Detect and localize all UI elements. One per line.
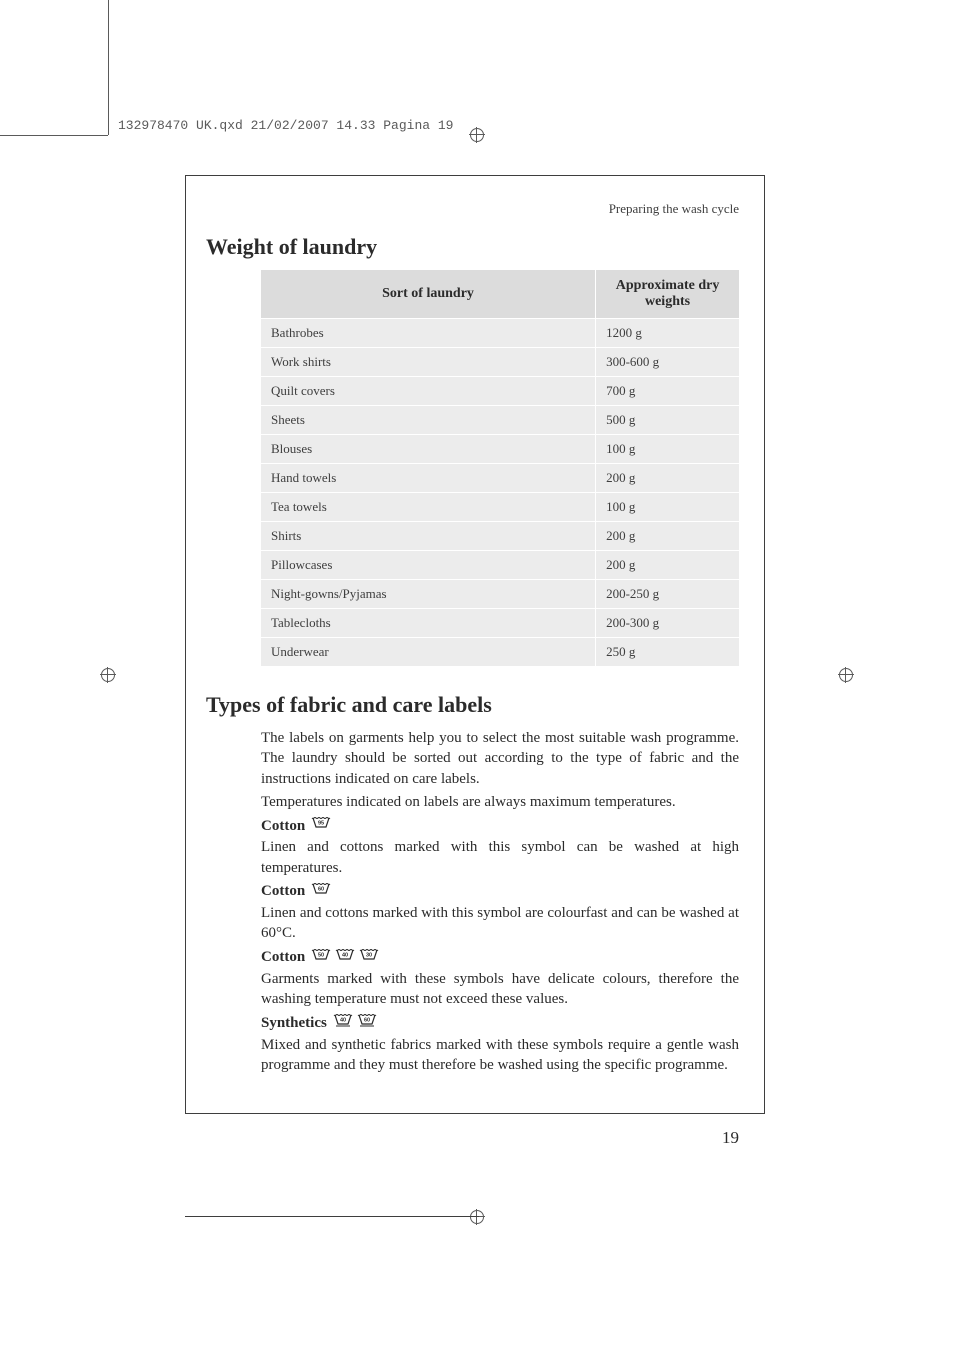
section-title-weight: Weight of laundry: [186, 229, 764, 270]
table-row: Shirts200 g: [261, 522, 739, 551]
table-row: Night-gowns/Pyjamas200-250 g: [261, 580, 739, 609]
laundry-weight: 500 g: [596, 406, 739, 435]
page-number: 19: [722, 1128, 739, 1148]
laundry-weight: 200 g: [596, 551, 739, 580]
laundry-weight: 300-600 g: [596, 348, 739, 377]
crop-mark: [108, 0, 109, 135]
table-row: Sheets500 g: [261, 406, 739, 435]
table-row: Quilt covers700 g: [261, 377, 739, 406]
laundry-item: Underwear: [261, 638, 596, 667]
fabric-paragraph: Synthetics 40 60 Mixed and synthetic fab…: [261, 1012, 739, 1075]
laundry-item: Blouses: [261, 435, 596, 464]
wash-tub-icon: 95: [310, 815, 332, 837]
crop-mark: [839, 668, 853, 682]
intro-paragraph: The labels on garments help you to selec…: [261, 728, 739, 789]
svg-text:40: 40: [340, 1018, 346, 1024]
fabric-paragraph: Cotton 95 Linen and cottons marked with …: [261, 815, 739, 878]
fabric-label: Cotton: [261, 883, 305, 899]
wash-tub-icon: 60: [310, 881, 332, 903]
table-row: Work shirts300-600 g: [261, 348, 739, 377]
svg-text:50: 50: [318, 952, 324, 958]
table-row: Bathrobes1200 g: [261, 319, 739, 348]
fabric-description: Linen and cottons marked with this symbo…: [261, 839, 739, 875]
laundry-weight: 200-250 g: [596, 580, 739, 609]
svg-text:60: 60: [318, 886, 324, 892]
laundry-weight: 100 g: [596, 435, 739, 464]
svg-text:95: 95: [318, 821, 324, 827]
table-header-sort: Sort of laundry: [261, 270, 596, 319]
laundry-item: Sheets: [261, 406, 596, 435]
wash-tub-icon: 30: [358, 947, 380, 969]
laundry-item: Quilt covers: [261, 377, 596, 406]
table-row: Underwear250 g: [261, 638, 739, 667]
svg-text:60: 60: [364, 1018, 370, 1024]
laundry-weight-table: Sort of laundry Approximate dry weights …: [261, 270, 739, 667]
laundry-weight: 200 g: [596, 522, 739, 551]
table-row: Blouses100 g: [261, 435, 739, 464]
fabric-description: Mixed and synthetic fabrics marked with …: [261, 1037, 739, 1073]
laundry-weight: 200-300 g: [596, 609, 739, 638]
table-row: Tablecloths200-300 g: [261, 609, 739, 638]
laundry-weight: 200 g: [596, 464, 739, 493]
intro-paragraph: Temperatures indicated on labels are alw…: [261, 792, 739, 812]
table-row: Hand towels200 g: [261, 464, 739, 493]
crop-mark: [185, 1216, 479, 1217]
fabric-label: Cotton: [261, 949, 305, 965]
print-slug: 132978470 UK.qxd 21/02/2007 14.33 Pagina…: [118, 118, 453, 133]
fabric-paragraph: Cotton 50 40 30 Garments marked with the…: [261, 947, 739, 1010]
fabric-label: Synthetics: [261, 1015, 327, 1031]
wash-tub-icon: 40: [334, 947, 356, 969]
laundry-weight: 250 g: [596, 638, 739, 667]
svg-text:30: 30: [366, 952, 372, 958]
laundry-item: Shirts: [261, 522, 596, 551]
fabric-description: Linen and cottons marked with this symbo…: [261, 905, 739, 941]
laundry-item: Bathrobes: [261, 319, 596, 348]
laundry-weight: 700 g: [596, 377, 739, 406]
wash-tub-icon: 40: [332, 1012, 354, 1034]
crop-mark: [470, 1210, 484, 1224]
table-row: Pillowcases200 g: [261, 551, 739, 580]
fabric-label: Cotton: [261, 818, 305, 834]
laundry-item: Tea towels: [261, 493, 596, 522]
crop-mark: [101, 668, 115, 682]
page-content: Preparing the wash cycle Weight of laund…: [185, 175, 765, 1114]
laundry-item: Work shirts: [261, 348, 596, 377]
laundry-item: Night-gowns/Pyjamas: [261, 580, 596, 609]
laundry-weight: 100 g: [596, 493, 739, 522]
section-title-fabric: Types of fabric and care labels: [186, 687, 764, 728]
body-text: The labels on garments help you to selec…: [261, 728, 739, 1075]
crop-mark: [470, 128, 484, 142]
laundry-item: Tablecloths: [261, 609, 596, 638]
laundry-item: Hand towels: [261, 464, 596, 493]
fabric-description: Garments marked with these symbols have …: [261, 971, 739, 1007]
laundry-weight: 1200 g: [596, 319, 739, 348]
table-row: Tea towels100 g: [261, 493, 739, 522]
svg-text:40: 40: [342, 952, 348, 958]
table-header-weight: Approximate dry weights: [596, 270, 739, 319]
wash-tub-icon: 60: [356, 1012, 378, 1034]
running-head: Preparing the wash cycle: [186, 176, 764, 229]
crop-mark: [0, 135, 108, 136]
fabric-paragraph: Cotton 60 Linen and cottons marked with …: [261, 881, 739, 944]
wash-tub-icon: 50: [310, 947, 332, 969]
laundry-item: Pillowcases: [261, 551, 596, 580]
